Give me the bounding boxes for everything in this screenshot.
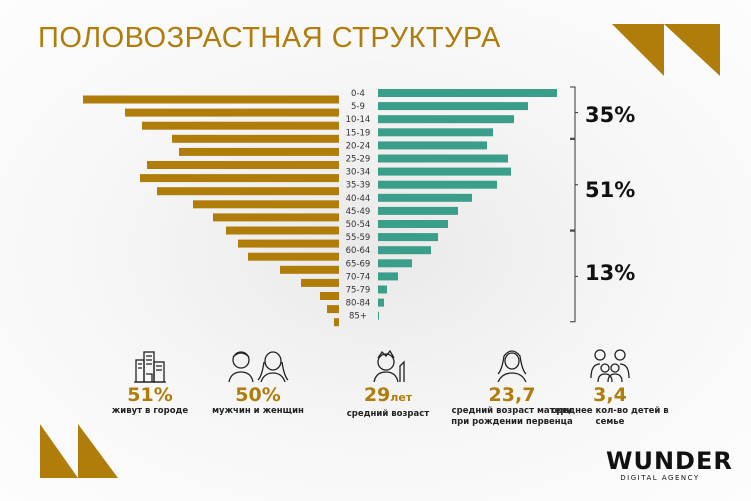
group-bracket-1 <box>570 138 578 231</box>
bar-right-65-69 <box>378 259 412 268</box>
age-label: 85+ <box>349 312 367 322</box>
bar-left-25-29 <box>147 161 339 169</box>
bar-right-5-9 <box>378 102 528 111</box>
stat-caption: мужчин и женщин <box>212 406 304 416</box>
bar-left-55-59 <box>238 239 339 248</box>
group-label-1: 51% <box>585 178 636 202</box>
bar-left-65-69 <box>280 265 339 274</box>
bar-right-70-74 <box>378 272 398 281</box>
bar-right-0-4 <box>378 89 557 97</box>
age-label: 50-54 <box>346 220 371 230</box>
stat-value: 3,4 <box>593 384 627 406</box>
bar-right-35-39 <box>378 180 497 189</box>
page-title: ПОЛОВОЗРАСТНАЯ СТРУКТУРА <box>38 22 501 54</box>
bar-right-10-14 <box>378 115 514 124</box>
bar-left-45-49 <box>213 213 339 222</box>
logo-sub: DIGITAL AGENCY <box>620 474 700 482</box>
bar-left-75-79 <box>320 292 339 300</box>
bar-left-70-74 <box>301 278 339 287</box>
stat-caption: среднее кол-во детей в семье <box>551 406 669 427</box>
bar-right-15-19 <box>378 128 493 137</box>
bar-left-80-84 <box>327 305 339 314</box>
stat-mother-age: 23,7 средний возраст матери при рождении… <box>442 348 582 428</box>
city-icon <box>134 351 166 383</box>
decor-triangles-top <box>612 24 720 76</box>
family-icon <box>590 349 630 383</box>
wunder-logo: WUNDER DIGITAL AGENCY <box>606 447 733 482</box>
bar-right-50-54 <box>378 220 448 228</box>
group-label-0: 35% <box>585 103 636 127</box>
bar-left-15-19 <box>172 134 339 143</box>
bar-left-5-9 <box>125 108 339 117</box>
age-label: 0-4 <box>351 89 365 99</box>
bar-left-20-24 <box>179 147 339 156</box>
bar-left-30-34 <box>140 174 339 183</box>
age-label: 45-49 <box>346 207 371 217</box>
age-label: 10-14 <box>346 115 371 125</box>
bar-right-80-84 <box>378 298 384 307</box>
age-label: 25-29 <box>346 155 371 165</box>
woman-icon <box>497 350 527 383</box>
decor-triangles-bottom <box>40 424 118 478</box>
bar-right-85+ <box>378 311 379 320</box>
stat-median-age: 29лет средний возраст <box>318 348 458 420</box>
person-icon <box>373 349 405 383</box>
bar-left-60-64 <box>248 252 339 261</box>
group-bracket-2 <box>570 230 578 323</box>
logo-name: WUNDER <box>606 447 733 475</box>
age-label: 75-79 <box>346 286 371 296</box>
age-label: 30-34 <box>346 168 371 178</box>
age-label: 55-59 <box>346 233 371 243</box>
bar-left-40-44 <box>193 200 339 209</box>
bar-left-0-4 <box>83 95 339 104</box>
group-label-2: 13% <box>585 261 636 285</box>
man-woman-icon <box>228 351 289 383</box>
stat-urban: 51% живут в городе <box>80 348 220 417</box>
bar-right-45-49 <box>378 206 458 215</box>
stat-value: 23,7 <box>488 384 536 406</box>
bar-right-30-34 <box>378 167 511 176</box>
stat-caption: живут в городе <box>111 406 189 416</box>
bar-left-85+ <box>334 318 339 327</box>
age-label: 15-19 <box>346 128 371 138</box>
stat-caption: средний возраст <box>346 409 430 419</box>
population-pyramid: 0-4 5-9 10-14 15-19 20-24 25-29 30-34 35-39 40-4… <box>83 86 578 327</box>
age-label: 80-84 <box>346 299 371 309</box>
group-bracket-0 <box>570 86 578 139</box>
stat-gender: 50% мужчин и женщин <box>188 348 328 417</box>
bar-right-25-29 <box>378 154 508 163</box>
bar-right-60-64 <box>378 246 431 255</box>
stat-children: 3,4 среднее кол-во детей в семье <box>540 348 680 428</box>
stat-caption: средний возраст матери при рождении перв… <box>451 406 573 427</box>
age-label: 35-39 <box>346 181 371 191</box>
age-label: 70-74 <box>346 272 371 282</box>
age-label: 5-9 <box>351 102 365 112</box>
stat-value: 29лет <box>363 384 413 406</box>
bar-right-75-79 <box>378 285 387 294</box>
bar-left-50-54 <box>226 226 339 235</box>
age-label: 65-69 <box>346 259 371 269</box>
stat-value: 51% <box>127 384 173 406</box>
age-label: 60-64 <box>346 246 371 256</box>
bar-right-40-44 <box>378 193 472 202</box>
stat-unit: лет <box>390 391 413 404</box>
bar-right-55-59 <box>378 233 438 242</box>
bar-left-10-14 <box>142 121 339 130</box>
age-label: 20-24 <box>346 141 371 151</box>
age-label: 40-44 <box>346 194 371 204</box>
bar-left-35-39 <box>157 187 339 196</box>
bar-right-20-24 <box>378 141 487 150</box>
stat-value: 50% <box>235 384 281 406</box>
